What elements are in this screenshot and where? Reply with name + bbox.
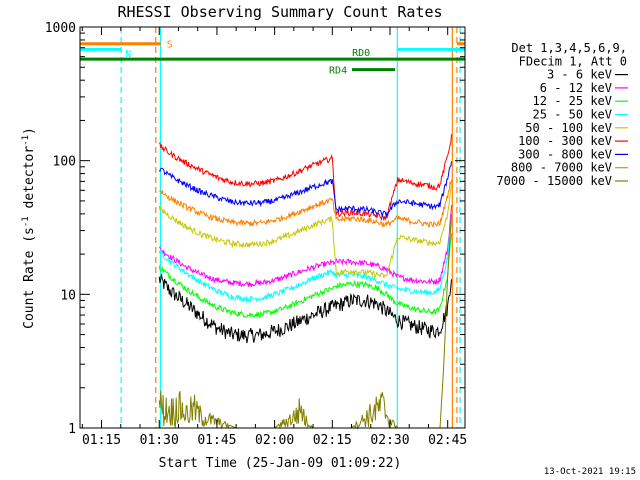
legend-entry-label-3: 25 - 50 keV [533, 108, 612, 122]
legend-entry-label-2: 12 - 25 keV [533, 94, 612, 108]
series-line-7 [159, 179, 452, 228]
y-axis-label-tail: detector [22, 146, 37, 217]
vertical-markers [120, 27, 461, 428]
x-tick-label-2: 01:45 [197, 433, 236, 448]
legend-entry-label-0: 3 - 6 keV [547, 68, 612, 82]
legend-entry-label-4: 50 - 100 keV [525, 121, 612, 135]
series-line-6 [158, 161, 452, 218]
series-line-1 [159, 204, 452, 289]
legend: Det 1,3,4,5,6,9,FDecim 1, Att 03 - 6 keV… [496, 41, 628, 188]
y-tick-label-1: 10 [60, 288, 76, 303]
y-axis-label-part: Count Rate (s [22, 227, 37, 329]
plot-frame [79, 26, 466, 429]
series-line-2 [158, 233, 452, 318]
legend-entry-label-1: 6 - 12 keV [540, 81, 612, 95]
legend-entry-label-5: 100 - 300 keV [518, 134, 612, 148]
state-flag-label-n: N [125, 49, 131, 60]
x-tick-label-3: 02:00 [255, 433, 294, 448]
y-axis-label-sup: -1 [21, 216, 31, 227]
footer-timestamp: 13-Oct-2021 19:15 [544, 467, 636, 477]
legend-entry-label-6: 300 - 800 keV [518, 147, 612, 161]
y-axis-label-end: ) [22, 127, 37, 135]
legend-title-0: Det 1,3,4,5,6,9, [511, 41, 627, 55]
series-layer [158, 134, 452, 430]
x-axis: 01:15 01:30 01:45 02:00 02:15 02:30 02:45 [81, 27, 467, 448]
legend-entry-label-7: 800 - 7000 keV [511, 161, 612, 175]
series-line-5 [158, 134, 452, 222]
x-tick-label-1: 01:30 [140, 433, 179, 448]
x-tick-label-0: 01:15 [82, 433, 121, 448]
state-flag-label-rd4: RD4 [329, 66, 347, 77]
legend-title-1: FDecim 1, Att 0 [519, 54, 627, 68]
x-tick-label-4: 02:15 [313, 433, 352, 448]
y-tick-label-0: 1 [68, 422, 76, 437]
y-tick-label-2: 100 [53, 155, 76, 170]
y-axis-label-sup2: -1 [21, 135, 31, 146]
series-line-0 [158, 274, 452, 344]
legend-entry-label-8: 7000 - 15000 keV [496, 174, 612, 188]
x-tick-label-6: 02:45 [428, 433, 467, 448]
x-axis-label: Start Time (25-Jan-09 01:09:22) [159, 456, 402, 471]
series-line-3 [158, 216, 452, 304]
y-axis: 1 10 100 1000 [45, 21, 465, 437]
series-line-4 [158, 183, 452, 279]
y-axis-label: Count Rate (s-1 detector-1) [21, 127, 37, 329]
state-flag-label-s: S [167, 40, 173, 51]
x-tick-label-5: 02:30 [370, 433, 409, 448]
state-flag-label-rd0: RD0 [352, 48, 370, 59]
chart-title: RHESSI Observing Summary Count Rates [117, 3, 442, 21]
y-tick-label-3: 1000 [45, 21, 76, 36]
state-flags: S N RD0 RD4 [80, 40, 465, 77]
